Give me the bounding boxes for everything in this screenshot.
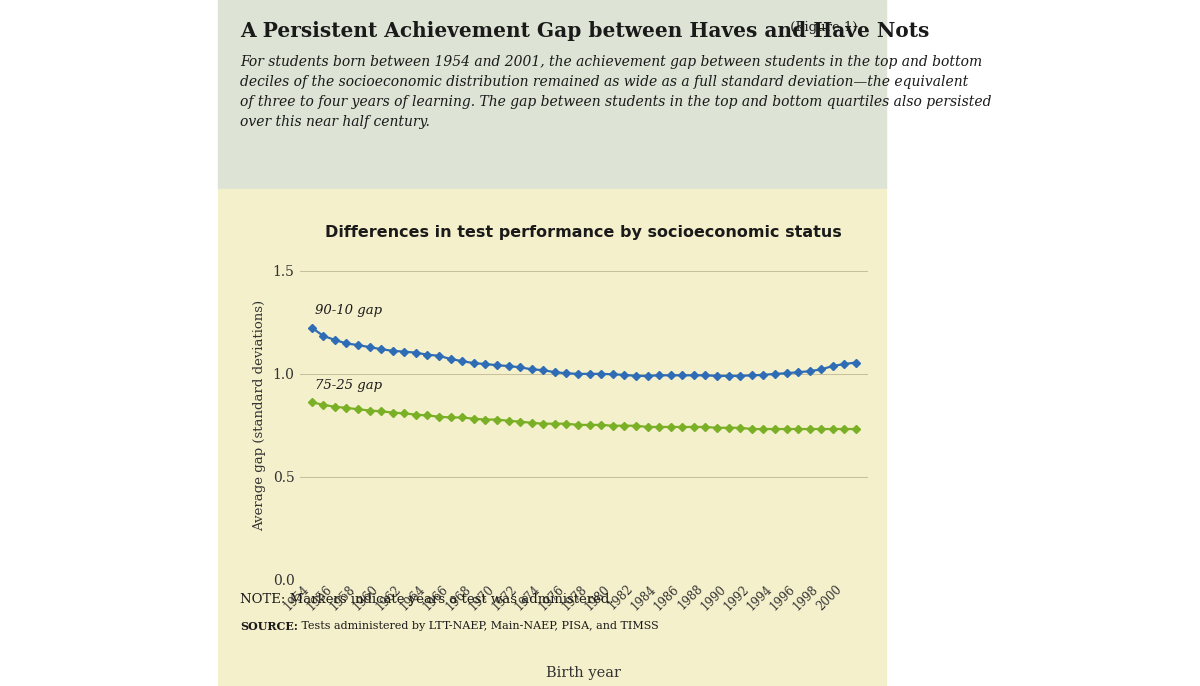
Text: SOURCE:: SOURCE: [240,621,298,632]
X-axis label: Birth year: Birth year [546,665,622,680]
Title: Differences in test performance by socioeconomic status: Differences in test performance by socio… [325,224,842,239]
Text: A Persistent Achievement Gap between Haves and Have Nots: A Persistent Achievement Gap between Hav… [240,21,929,40]
Text: For students born between 1954 and 2001, the achievement gap between students in: For students born between 1954 and 2001,… [240,55,991,129]
Text: Tests administered by LTT-NAEP, Main-NAEP, PISA, and TIMSS: Tests administered by LTT-NAEP, Main-NAE… [298,621,659,631]
Y-axis label: Average gap (standard deviations): Average gap (standard deviations) [253,300,265,530]
Text: NOTE: Markers indicate years a test was administered.: NOTE: Markers indicate years a test was … [240,593,613,606]
Text: 90-10 gap: 90-10 gap [316,305,382,317]
Text: (Figure 1): (Figure 1) [786,21,858,34]
Text: 75-25 gap: 75-25 gap [316,379,382,392]
